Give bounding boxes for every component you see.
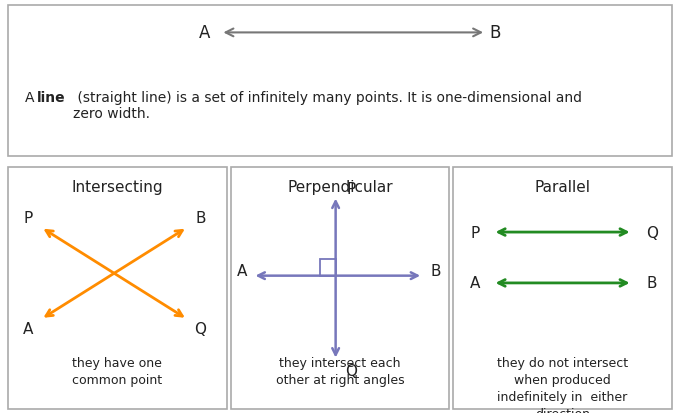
Text: B: B (490, 24, 500, 42)
Text: P: P (471, 225, 480, 240)
Text: B: B (431, 263, 441, 279)
Text: (straight line) is a set of infinitely many points. It is one-dimensional and
ze: (straight line) is a set of infinitely m… (73, 90, 581, 121)
Bar (320, 259, 336, 276)
Text: Q: Q (345, 363, 357, 378)
Text: P: P (346, 182, 356, 197)
Text: P: P (23, 211, 33, 225)
Text: Intersecting: Intersecting (71, 179, 163, 194)
Text: A: A (237, 263, 247, 279)
Text: A: A (199, 24, 211, 42)
Text: they have one
common point: they have one common point (72, 356, 163, 386)
Text: A: A (470, 276, 480, 291)
Text: they intersect each
other at right angles: they intersect each other at right angle… (275, 356, 405, 386)
Text: Q: Q (194, 322, 207, 337)
Text: Q: Q (646, 225, 658, 240)
Text: B: B (195, 211, 205, 225)
Text: Perpendicular: Perpendicular (287, 179, 393, 194)
Text: A: A (22, 322, 33, 337)
Text: they do not intersect
when produced
indefinitely in  either
direction: they do not intersect when produced inde… (497, 356, 628, 413)
Text: B: B (647, 276, 658, 291)
Text: A: A (24, 90, 39, 104)
Text: Parallel: Parallel (534, 179, 591, 194)
Text: line: line (37, 90, 65, 104)
